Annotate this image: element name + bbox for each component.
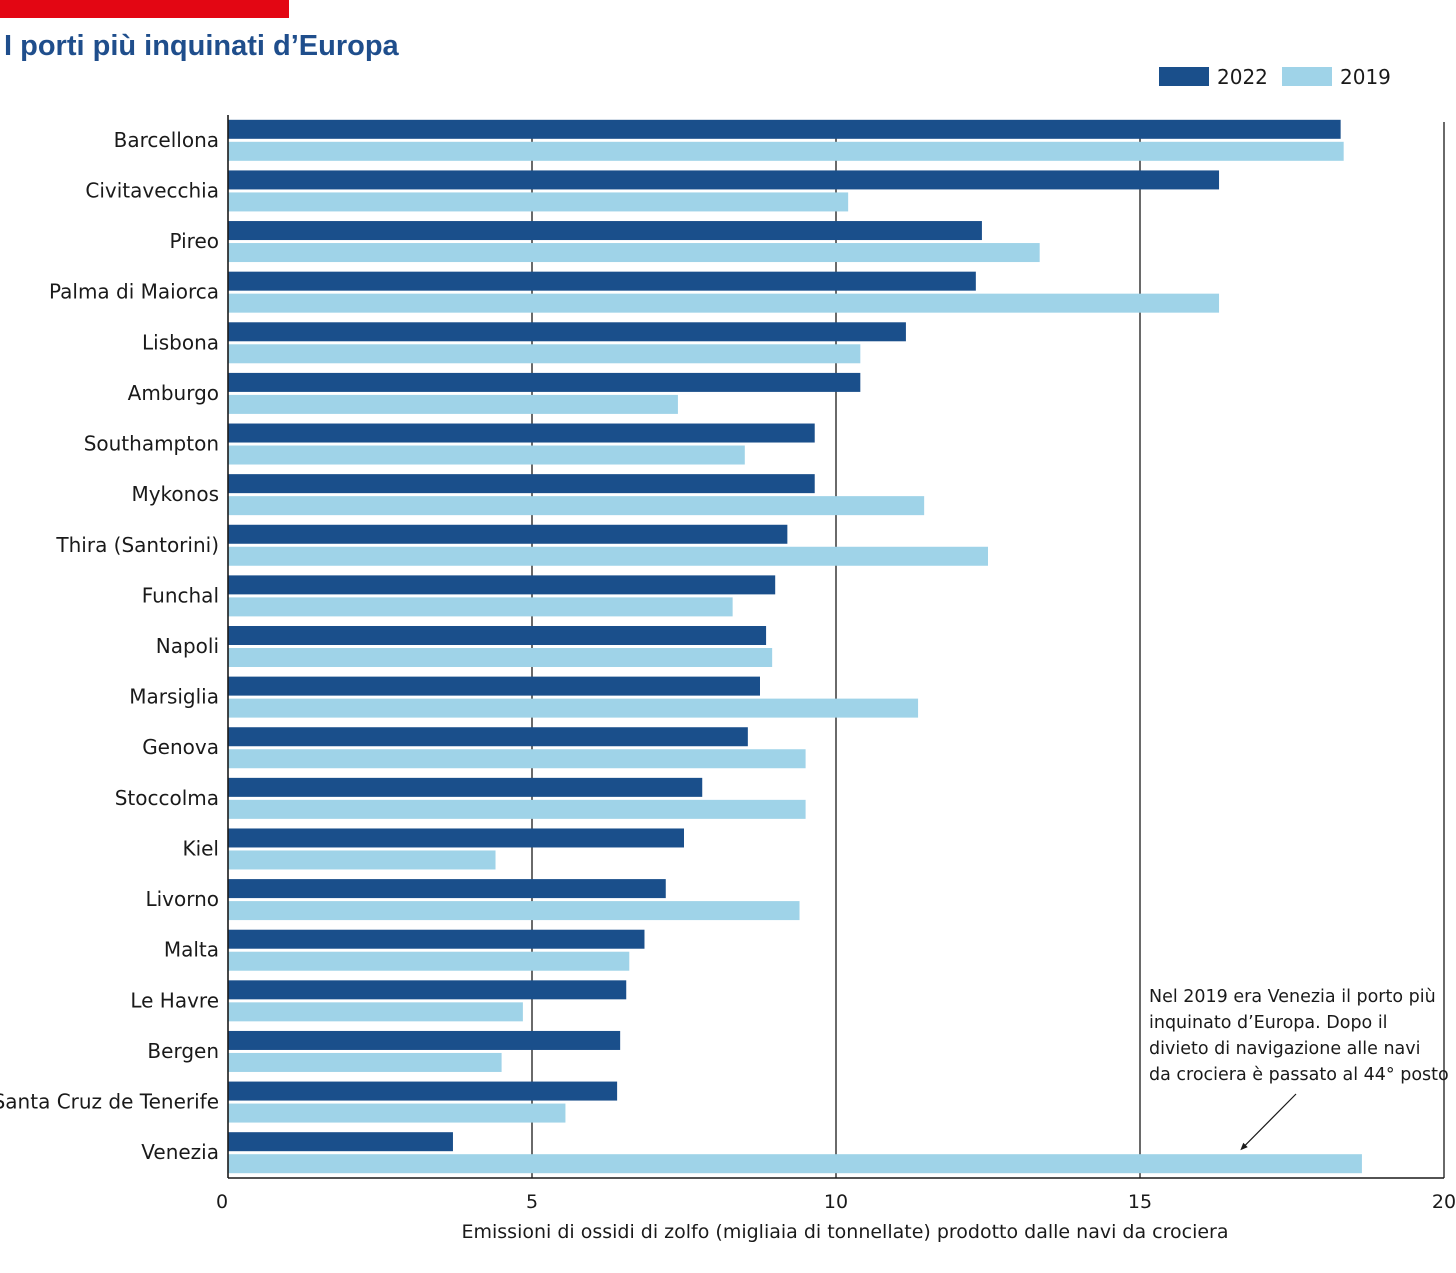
x-tick-label: 20 — [1432, 1191, 1456, 1213]
bar-2022 — [228, 980, 627, 1000]
bar-2022 — [228, 828, 684, 848]
bar-2019 — [228, 141, 1344, 161]
annotation-line: Nel 2019 era Venezia il porto più — [1149, 987, 1436, 1007]
bar-2019 — [228, 1052, 502, 1072]
bar-2022 — [228, 524, 788, 544]
category-label: Southampton — [84, 432, 219, 456]
category-labels: Barcellona Civitavecchia Pireo Palma di Mai… — [0, 128, 219, 1164]
bar-2019 — [228, 1103, 566, 1123]
category-label: Livorno — [145, 887, 219, 911]
bars — [228, 119, 1362, 1174]
bar-2022 — [228, 221, 982, 241]
bar-2022 — [228, 626, 767, 645]
bar-2022 — [228, 1081, 618, 1101]
bar-2022 — [228, 474, 815, 494]
bar-2019 — [228, 749, 806, 769]
bar-2019 — [228, 901, 800, 921]
category-label: Marsiglia — [129, 685, 219, 709]
category-label: Napoli — [156, 634, 219, 658]
category-label: Barcellona — [114, 128, 219, 152]
legend-swatch-2022 — [1159, 67, 1209, 86]
bar-2019 — [228, 293, 1220, 313]
category-label: Venezia — [141, 1140, 219, 1164]
category-label: Palma di Maiorca — [49, 280, 219, 304]
chart-title: I porti più inquinati d’Europa — [4, 30, 399, 62]
x-tick-label: 0 — [216, 1191, 228, 1213]
legend-label-2019: 2019 — [1340, 65, 1391, 89]
x-tick-label: 5 — [526, 1191, 538, 1213]
bar-2019 — [228, 850, 496, 870]
bar-2022 — [228, 777, 703, 797]
bar-2022 — [228, 170, 1220, 190]
bar-2022 — [228, 372, 861, 392]
annotation-line: divieto di navigazione alle navi — [1149, 1039, 1420, 1059]
legend: 2022 2019 — [1159, 65, 1391, 89]
annotation-arrow — [1242, 1093, 1297, 1148]
bar-2019 — [228, 243, 1040, 263]
category-label: Malta — [164, 938, 219, 962]
legend-swatch-2019 — [1282, 67, 1332, 86]
category-label: Bergen — [147, 1039, 219, 1063]
bar-2022 — [228, 271, 976, 291]
category-label: Amburgo — [128, 381, 219, 405]
bar-2022 — [228, 727, 748, 747]
category-label: Thira (Santorini) — [55, 533, 219, 557]
bar-2022 — [228, 423, 815, 443]
annotation-line: da crociera è passato al 44° posto — [1149, 1065, 1449, 1085]
bar-2019 — [228, 496, 925, 516]
category-label: Lisbona — [142, 330, 219, 354]
x-tick-label: 15 — [1128, 1191, 1152, 1213]
bar-2019 — [228, 546, 988, 566]
bar-2019 — [228, 648, 773, 667]
bar-2022 — [228, 119, 1341, 139]
bar-2019 — [228, 192, 849, 212]
bar-2022 — [228, 879, 666, 899]
tick-labels: 0 5 10 15 20 — [216, 1191, 1456, 1213]
bar-2022 — [228, 322, 906, 342]
annotation: Nel 2019 era Venezia il porto più inquina… — [1149, 987, 1449, 1151]
bar-2019 — [228, 344, 861, 364]
bar-2019 — [228, 951, 630, 971]
bar-2022 — [228, 676, 760, 696]
category-label: Stoccolma — [115, 786, 219, 810]
bar-2019 — [228, 1154, 1362, 1174]
bar-2019 — [228, 698, 919, 718]
accent-bar — [0, 0, 289, 18]
category-label: Le Havre — [130, 988, 219, 1012]
x-axis-title: Emissioni di ossidi di zolfo (migliaia d… — [461, 1221, 1228, 1243]
annotation-line: inquinato d’Europa. Dopo il — [1149, 1013, 1388, 1033]
bar-2022 — [228, 575, 776, 595]
category-label: Santa Cruz de Tenerife — [0, 1090, 219, 1114]
bar-2022 — [228, 1030, 621, 1050]
legend-label-2022: 2022 — [1217, 65, 1268, 89]
bar-2019 — [228, 394, 678, 414]
bar-2019 — [228, 1002, 523, 1022]
annotation-arrowhead — [1240, 1142, 1248, 1151]
x-tick-label: 10 — [824, 1191, 848, 1213]
category-label: Pireo — [169, 229, 219, 253]
bar-2019 — [228, 799, 806, 819]
category-label: Mykonos — [131, 482, 219, 506]
axes — [227, 115, 1444, 1179]
category-label: Civitavecchia — [85, 178, 219, 202]
bar-2019 — [228, 445, 745, 465]
category-label: Funchal — [142, 583, 219, 607]
category-label: Genova — [142, 735, 219, 759]
category-label: Kiel — [182, 836, 219, 860]
bar-2019 — [228, 597, 733, 617]
bar-2022 — [228, 1132, 453, 1152]
bar-2022 — [228, 929, 645, 949]
